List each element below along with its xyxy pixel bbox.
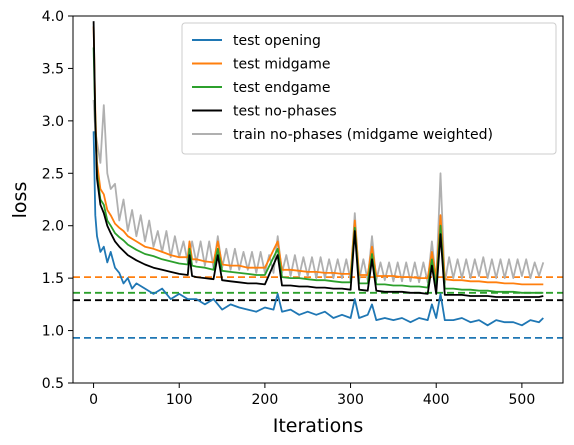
legend-label: test endgame xyxy=(233,80,330,96)
y-axis: 0.5 1.0 1.5 2.0 2.5 3.0 3.5 4.0 xyxy=(42,9,73,392)
x-axis-title: Iterations xyxy=(273,415,364,437)
x-tick-label: 100 xyxy=(166,392,193,408)
legend-label: train no-phases (midgame weighted) xyxy=(233,127,493,143)
legend-label: test opening xyxy=(233,33,321,49)
reference-lines xyxy=(73,276,563,339)
y-tick-label: 1.0 xyxy=(42,324,64,340)
y-tick-label: 0.5 xyxy=(42,376,64,392)
y-tick-label: 4.0 xyxy=(42,9,64,25)
y-tick-label: 1.5 xyxy=(42,271,64,287)
legend-label: test midgame xyxy=(233,57,330,73)
y-tick-label: 3.5 xyxy=(42,61,64,77)
x-axis: 0 100 200 300 400 500 xyxy=(89,383,535,408)
x-tick-label: 400 xyxy=(423,392,450,408)
plot-frame xyxy=(72,15,564,384)
x-tick-label: 0 xyxy=(89,392,98,408)
series-line-test-midgame xyxy=(92,26,544,286)
series-line-test-no-phases xyxy=(92,21,544,298)
series-line-test-opening xyxy=(92,131,544,327)
legend-label: test no-phases xyxy=(233,104,337,120)
series-line-test-endgame xyxy=(92,47,544,294)
series-lines xyxy=(92,21,545,327)
y-tick-label: 3.0 xyxy=(42,114,64,130)
x-tick-label: 200 xyxy=(252,392,279,408)
y-tick-label: 2.0 xyxy=(42,219,64,235)
y-axis-title: loss xyxy=(9,182,31,219)
x-tick-label: 500 xyxy=(509,392,536,408)
legend-box xyxy=(181,22,557,155)
y-tick-label: 2.5 xyxy=(42,166,64,182)
series-line-train-no-phases-midgame-weighted- xyxy=(92,99,545,285)
legend: test opening test midgame test endgame test… xyxy=(181,22,557,155)
x-tick-label: 300 xyxy=(337,392,364,408)
